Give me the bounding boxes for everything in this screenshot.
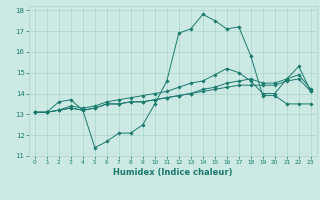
X-axis label: Humidex (Indice chaleur): Humidex (Indice chaleur) bbox=[113, 168, 233, 177]
